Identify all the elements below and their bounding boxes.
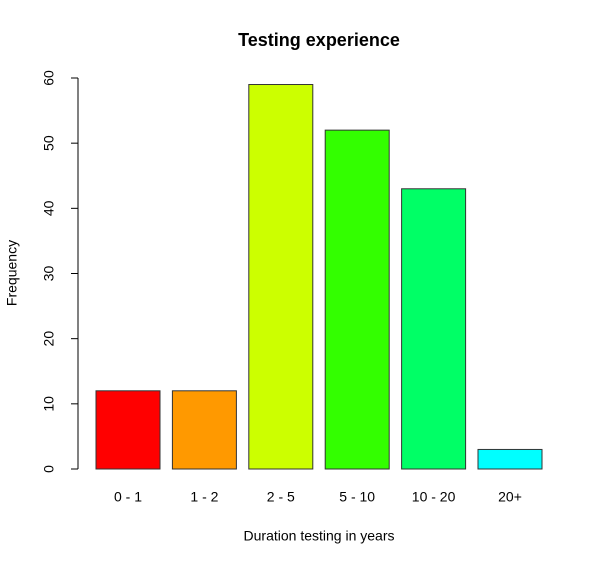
x-tick-label: 20+ [498,489,522,505]
bar [95,390,161,470]
y-tick-label: 60 [41,70,57,86]
x-tick-label: 2 - 5 [267,489,295,505]
bar [477,448,543,470]
x-tick-label: 10 - 20 [412,489,456,505]
y-tick-label: 30 [41,266,57,282]
x-axis-label: Duration testing in years [244,528,395,544]
x-tick-label: 5 - 10 [339,489,375,505]
y-axis-label: Frequency [4,240,20,306]
chart-title: Testing experience [238,30,400,50]
bar [171,390,237,470]
x-tick-label: 1 - 2 [190,489,218,505]
y-tick-label: 40 [41,200,57,216]
y-tick-label: 20 [41,331,57,347]
y-tick-label: 10 [41,396,57,412]
bar [248,84,314,470]
bar [401,188,467,470]
y-tick-label: 50 [41,135,57,151]
x-tick-label: 0 - 1 [114,489,142,505]
y-tick-label: 0 [41,465,57,473]
bar [324,129,390,470]
